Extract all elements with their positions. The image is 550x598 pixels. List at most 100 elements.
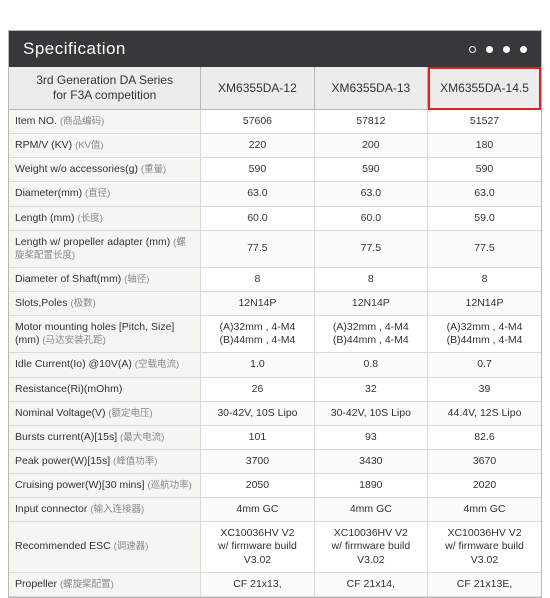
cell: 4mm GC [428, 498, 541, 522]
row-label: Input connector (输入连接器) [9, 498, 201, 522]
cell: 63.0 [201, 182, 314, 206]
row-label: Resistance(Ri)(mOhm) [9, 377, 201, 401]
table-row: Cruising power(W)[30 mins] (巡航功率)2050189… [9, 474, 541, 498]
subtitle-line2: for F3A competition [13, 88, 196, 103]
cell: (A)32mm , 4-M4(B)44mm , 4-M4 [314, 316, 427, 353]
cell: CF 21x13, [201, 572, 314, 596]
row-label: RPM/V (KV) (KV值) [9, 134, 201, 158]
cell: 12N14P [428, 292, 541, 316]
cell: 8 [428, 267, 541, 291]
cell: 590 [428, 158, 541, 182]
table-row: Length w/ propeller adapter (mm) (螺旋桨配置长… [9, 230, 541, 267]
cell: (A)32mm , 4-M4(B)44mm , 4-M4 [201, 316, 314, 353]
cell: 12N14P [314, 292, 427, 316]
row-label: Motor mounting holes [Pitch, Size] (mm) … [9, 316, 201, 353]
panel-title: Specification [23, 39, 126, 59]
cell: XC10036HV V2w/ firmware build V3.02 [201, 522, 314, 572]
table-row: Length (mm) (长度)60.060.059.0 [9, 206, 541, 230]
pagination-dots[interactable] [469, 46, 527, 53]
row-label: Diameter(mm) (直径) [9, 182, 201, 206]
panel-header: Specification [9, 31, 541, 67]
row-label: Length w/ propeller adapter (mm) (螺旋桨配置长… [9, 230, 201, 267]
cell: 4mm GC [314, 498, 427, 522]
cell: 30-42V, 10S Lipo [314, 401, 427, 425]
cell: 77.5 [428, 230, 541, 267]
cell: 63.0 [314, 182, 427, 206]
table-row: Item NO. (商品编码)576065781251527 [9, 110, 541, 134]
table-row: Bursts current(A)[15s] (最大电流)1019382.6 [9, 425, 541, 449]
cell: 0.8 [314, 353, 427, 377]
row-label: Item NO. (商品编码) [9, 110, 201, 134]
table-row: Weight w/o accessories(g) (重量)590590590 [9, 158, 541, 182]
cell: 2050 [201, 474, 314, 498]
row-label: Diameter of Shaft(mm) (轴径) [9, 267, 201, 291]
cell: 60.0 [314, 206, 427, 230]
cell: 77.5 [314, 230, 427, 267]
cell: 220 [201, 134, 314, 158]
row-label: Peak power(W)[15s] (峰值功率) [9, 449, 201, 473]
row-label: Idle Current(Io) @10V(A) (空载电流) [9, 353, 201, 377]
row-label: Slots,Poles (极数) [9, 292, 201, 316]
cell: XC10036HV V2w/ firmware build V3.02 [428, 522, 541, 572]
dot-2[interactable] [486, 46, 493, 53]
cell: 0.7 [428, 353, 541, 377]
cell: 77.5 [201, 230, 314, 267]
table-row: Motor mounting holes [Pitch, Size] (mm) … [9, 316, 541, 353]
row-label: Nominal Voltage(V) (额定电压) [9, 401, 201, 425]
dot-4[interactable] [520, 46, 527, 53]
model-col-2: XM6355DA-14.5 [428, 67, 541, 110]
cell: 26 [201, 377, 314, 401]
cell: 44.4V, 12S Lipo [428, 401, 541, 425]
spec-panel: Specification 3rd Generation DA Series f… [8, 30, 542, 598]
cell: 63.0 [428, 182, 541, 206]
table-row: Propeller (螺旋桨配置)CF 21x13,CF 21x14,CF 21… [9, 572, 541, 596]
cell: 4mm GC [201, 498, 314, 522]
table-row: Nominal Voltage(V) (额定电压)30-42V, 10S Lip… [9, 401, 541, 425]
cell: 12N14P [201, 292, 314, 316]
cell: 39 [428, 377, 541, 401]
row-label: Length (mm) (长度) [9, 206, 201, 230]
cell: 3670 [428, 449, 541, 473]
table-row: Recommended ESC (调速器)XC10036HV V2w/ firm… [9, 522, 541, 572]
table-row: Slots,Poles (极数)12N14P12N14P12N14P [9, 292, 541, 316]
cell: 1890 [314, 474, 427, 498]
table-header-row: 3rd Generation DA Series for F3A competi… [9, 67, 541, 110]
cell: 1.0 [201, 353, 314, 377]
dot-1[interactable] [469, 46, 476, 53]
table-row: Resistance(Ri)(mOhm)263239 [9, 377, 541, 401]
table-row: Idle Current(Io) @10V(A) (空载电流)1.00.80.7 [9, 353, 541, 377]
cell: 590 [201, 158, 314, 182]
table-row: Diameter(mm) (直径)63.063.063.0 [9, 182, 541, 206]
subtitle-line1: 3rd Generation DA Series [13, 73, 196, 88]
cell: 32 [314, 377, 427, 401]
series-subtitle: 3rd Generation DA Series for F3A competi… [9, 67, 201, 110]
cell: 590 [314, 158, 427, 182]
cell: 3430 [314, 449, 427, 473]
cell: 59.0 [428, 206, 541, 230]
cell: 200 [314, 134, 427, 158]
cell: 8 [314, 267, 427, 291]
dot-3[interactable] [503, 46, 510, 53]
row-label: Propeller (螺旋桨配置) [9, 572, 201, 596]
row-label: Cruising power(W)[30 mins] (巡航功率) [9, 474, 201, 498]
cell: 180 [428, 134, 541, 158]
cell: 2020 [428, 474, 541, 498]
cell: CF 21x14, [314, 572, 427, 596]
model-col-1: XM6355DA-13 [314, 67, 427, 110]
row-label: Bursts current(A)[15s] (最大电流) [9, 425, 201, 449]
table-row: Input connector (输入连接器)4mm GC4mm GC4mm G… [9, 498, 541, 522]
cell: 8 [201, 267, 314, 291]
model-col-0: XM6355DA-12 [201, 67, 314, 110]
cell: 3700 [201, 449, 314, 473]
cell: 101 [201, 425, 314, 449]
table-row: Diameter of Shaft(mm) (轴径)888 [9, 267, 541, 291]
spec-table: 3rd Generation DA Series for F3A competi… [9, 67, 541, 597]
cell: 30-42V, 10S Lipo [201, 401, 314, 425]
row-label: Weight w/o accessories(g) (重量) [9, 158, 201, 182]
cell: 57812 [314, 110, 427, 134]
cell: 51527 [428, 110, 541, 134]
cell: 82.6 [428, 425, 541, 449]
table-row: Peak power(W)[15s] (峰值功率)370034303670 [9, 449, 541, 473]
cell: XC10036HV V2w/ firmware build V3.02 [314, 522, 427, 572]
cell: CF 21x13E, [428, 572, 541, 596]
